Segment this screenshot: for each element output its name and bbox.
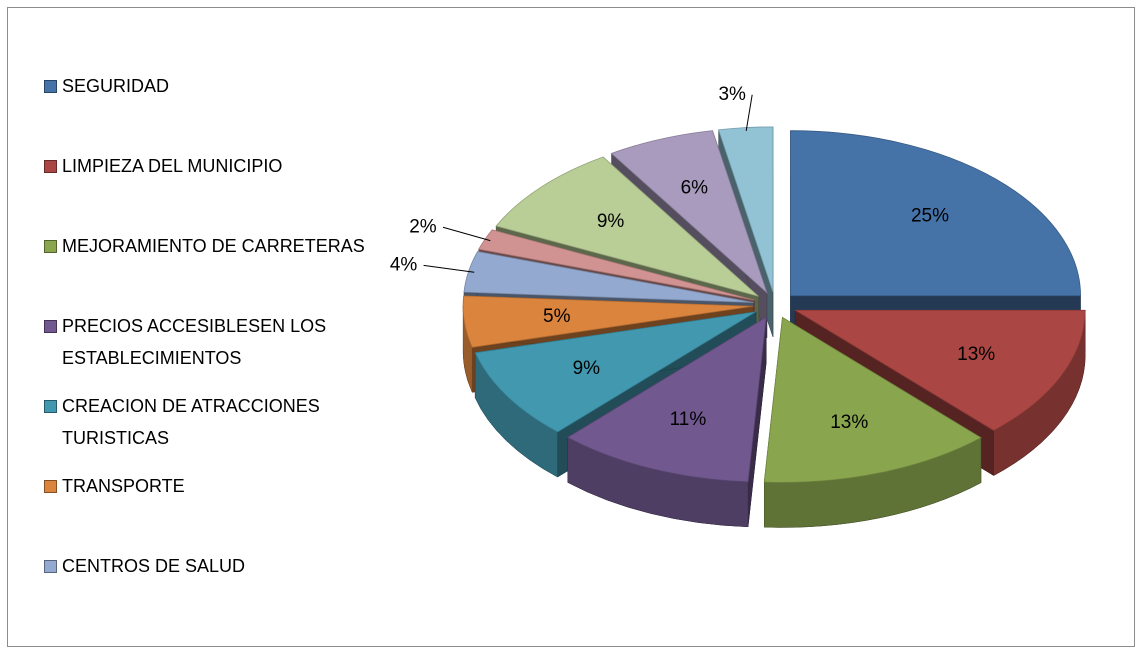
data-label: 4%	[390, 254, 418, 275]
chart-frame: SEGURIDAD LIMPIEZA DEL MUNICIPIO MEJORAMIE…	[7, 7, 1135, 647]
slice-top	[718, 126, 774, 292]
legend-item: MEJORAMIENTO DE CARRETERAS	[44, 230, 384, 262]
legend-label: PRECIOS ACCESIBLESEN LOS ESTABLECIMIENTO…	[62, 316, 327, 368]
legend-item: PRECIOS ACCESIBLESEN LOS ESTABLECIMIENTO…	[44, 310, 384, 374]
leader-line	[745, 94, 753, 131]
legend-swatch	[44, 480, 57, 493]
legend-swatch	[44, 400, 57, 413]
data-label: 13%	[830, 412, 868, 433]
data-label: 25%	[911, 205, 949, 226]
slice-top	[462, 295, 754, 348]
data-label: 6%	[681, 177, 709, 198]
slice	[790, 130, 1081, 341]
data-label: 2%	[409, 216, 437, 237]
data-label: 5%	[543, 306, 571, 327]
legend-label: CREACION DE ATRACCIONES TURISTICAS	[62, 396, 320, 448]
slice-top	[474, 311, 757, 433]
slice-top	[610, 130, 768, 295]
legend-label: LIMPIEZA DEL MUNICIPIO	[62, 156, 283, 176]
legend-swatch	[44, 80, 57, 93]
legend-item: CREACION DE ATRACCIONES TURISTICAS	[44, 390, 384, 454]
legend-label: CENTROS DE SALUD	[62, 556, 246, 576]
legend-swatch	[44, 160, 57, 173]
slice-top	[763, 316, 982, 483]
data-label: 3%	[718, 84, 746, 105]
data-label: 9%	[597, 211, 625, 232]
legend-item: SEGURIDAD	[44, 70, 384, 102]
leader-line	[423, 264, 475, 273]
slice	[763, 316, 982, 528]
slice	[566, 316, 767, 528]
legend-item: LIMPIEZA DEL MUNICIPIO	[44, 150, 384, 182]
leader-line	[442, 226, 491, 242]
legend-label: MEJORAMIENTO DE CARRETERAS	[62, 236, 365, 256]
data-label: 9%	[573, 358, 601, 379]
legend-item: TRANSPORTE	[44, 470, 384, 502]
slice-top	[790, 130, 1081, 297]
legend-swatch	[44, 560, 57, 573]
legend-swatch	[44, 320, 57, 333]
legend-label: SEGURIDAD	[62, 76, 170, 96]
slice-top	[495, 156, 759, 297]
legend-label: TRANSPORTE	[62, 476, 185, 496]
data-label: 13%	[957, 344, 995, 365]
legend-item: CENTROS DE SALUD	[44, 550, 384, 582]
slice-top	[793, 309, 1086, 431]
slice-top	[566, 316, 767, 483]
legend-swatch	[44, 240, 57, 253]
data-label: 11%	[670, 409, 707, 430]
